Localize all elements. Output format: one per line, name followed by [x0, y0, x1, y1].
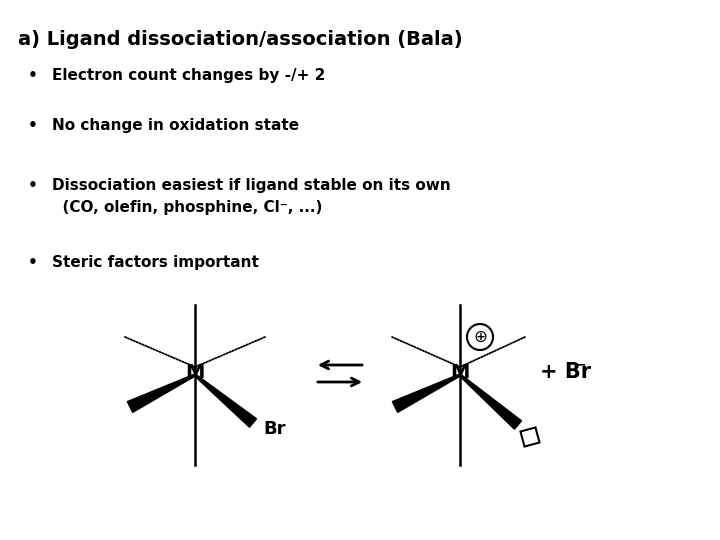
Polygon shape: [194, 374, 256, 427]
Text: •: •: [28, 255, 38, 270]
Text: •: •: [28, 68, 38, 83]
Polygon shape: [392, 374, 461, 413]
Text: −: −: [575, 357, 587, 371]
Polygon shape: [127, 374, 195, 413]
Text: Steric factors important: Steric factors important: [52, 255, 259, 270]
Text: M: M: [450, 363, 469, 382]
Text: •: •: [28, 178, 38, 193]
Polygon shape: [521, 428, 539, 447]
Polygon shape: [459, 374, 521, 429]
Text: Br: Br: [263, 420, 286, 438]
Text: •: •: [28, 118, 38, 133]
Text: (CO, olefin, phosphine, Cl⁻, ...): (CO, olefin, phosphine, Cl⁻, ...): [52, 200, 323, 215]
Text: a) Ligand dissociation/association (Bala): a) Ligand dissociation/association (Bala…: [18, 30, 463, 49]
Text: M: M: [185, 363, 204, 382]
Text: Dissociation easiest if ligand stable on its own: Dissociation easiest if ligand stable on…: [52, 178, 451, 193]
Text: No change in oxidation state: No change in oxidation state: [52, 118, 299, 133]
Text: ⊕: ⊕: [473, 328, 487, 346]
Text: + Br: + Br: [540, 362, 591, 382]
Text: Electron count changes by -/+ 2: Electron count changes by -/+ 2: [52, 68, 325, 83]
